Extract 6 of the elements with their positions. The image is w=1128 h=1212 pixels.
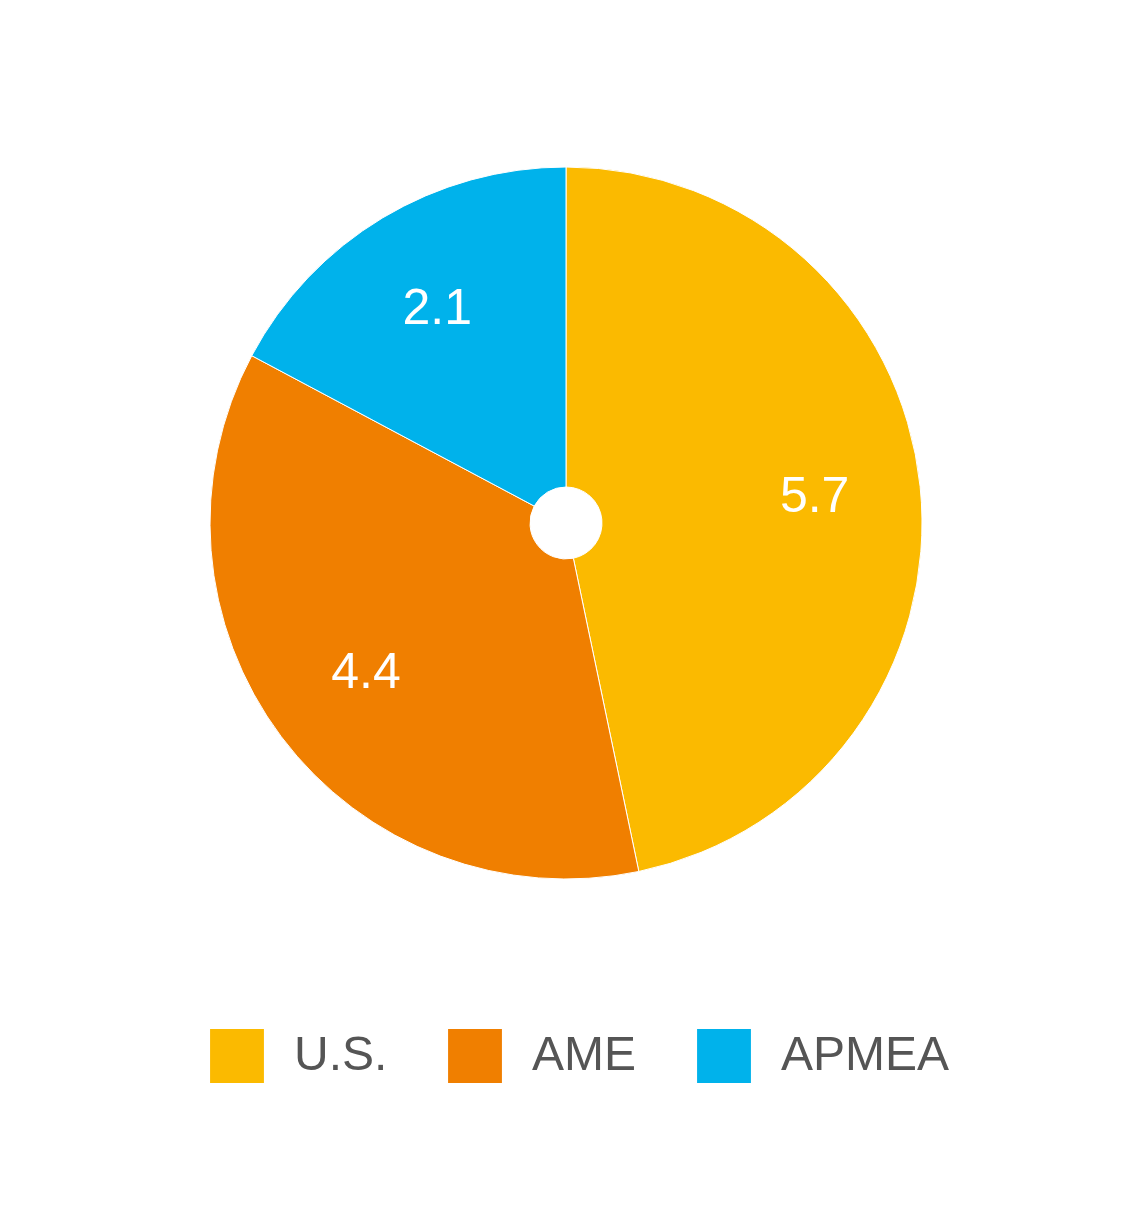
data-label: 4.4 [331,643,401,700]
data-label: 2.1 [402,278,473,335]
legend-label: APMEA [781,1027,950,1081]
data-label: 5.7 [779,467,850,524]
legend-label: AME [532,1027,637,1081]
legend-label: U.S. [294,1027,388,1081]
